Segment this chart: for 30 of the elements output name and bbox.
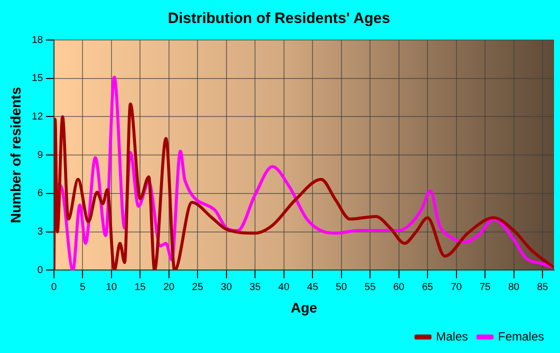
x-tick-label: 20 bbox=[163, 282, 175, 293]
x-tick-label: 25 bbox=[192, 282, 204, 293]
y-tick-label: 9 bbox=[37, 150, 44, 161]
y-tick-label: 3 bbox=[37, 226, 44, 238]
x-tick-label: 80 bbox=[508, 282, 520, 293]
x-tick-label: 5 bbox=[80, 282, 86, 293]
y-axis-title: Number of residents bbox=[7, 86, 24, 224]
x-tick-label: 45 bbox=[307, 282, 319, 293]
x-axis-title: Age bbox=[290, 299, 318, 316]
legend-label: Males bbox=[436, 329, 468, 344]
y-tick-label: 0 bbox=[37, 264, 44, 276]
legend-label: Females bbox=[498, 329, 544, 344]
x-tick-label: 60 bbox=[393, 282, 405, 293]
y-tick-label: 18 bbox=[32, 34, 44, 46]
y-tick-label: 15 bbox=[32, 73, 44, 84]
x-tick-label: 55 bbox=[364, 282, 376, 293]
y-tick-label: 12 bbox=[32, 111, 44, 122]
x-tick-label: 65 bbox=[422, 282, 434, 293]
x-tick-label: 10 bbox=[106, 282, 118, 293]
x-tick-label: 75 bbox=[479, 282, 492, 293]
x-tick-label: 50 bbox=[336, 282, 348, 293]
x-tick-label: 85 bbox=[536, 282, 549, 293]
x-tick-label: 0 bbox=[51, 282, 58, 293]
x-tick-label: 15 bbox=[134, 282, 146, 293]
x-tick-label: 30 bbox=[220, 282, 232, 293]
x-tick-label: 40 bbox=[278, 282, 290, 293]
x-tick-label: 35 bbox=[250, 282, 262, 293]
y-tick-label: 6 bbox=[37, 188, 44, 200]
x-tick-label: 70 bbox=[450, 282, 462, 293]
chart-title: Distribution of Residents' Ages bbox=[168, 10, 390, 28]
